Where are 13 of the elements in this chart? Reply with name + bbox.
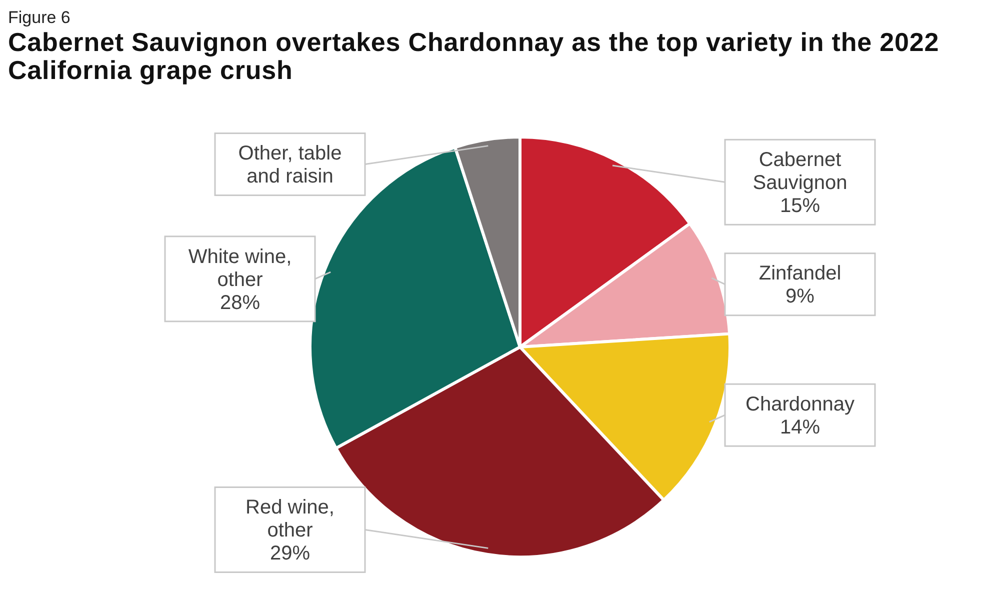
- slice-label: Other, table and raisin: [238, 142, 342, 188]
- slice-label: Cabernet Sauvignon: [752, 149, 848, 194]
- caption: Figure 6: [8, 8, 72, 28]
- data-label: 28%: [220, 292, 260, 314]
- data-label: 29%: [270, 542, 310, 565]
- data-label: 15%: [780, 195, 820, 218]
- slice-label: Zinfandel: [758, 262, 842, 285]
- slice-label: Red wine, other: [246, 496, 334, 542]
- slice-label: Chardonnay: [746, 394, 854, 416]
- chart-title: Cabernet Sauvignon overtakes Chardonnay as the top variety in the 2022 California grape crush: [8, 27, 940, 85]
- slice-label: White wine, other: [188, 246, 292, 291]
- data-label: 9%: [786, 286, 815, 308]
- data-label: 14%: [780, 416, 820, 439]
